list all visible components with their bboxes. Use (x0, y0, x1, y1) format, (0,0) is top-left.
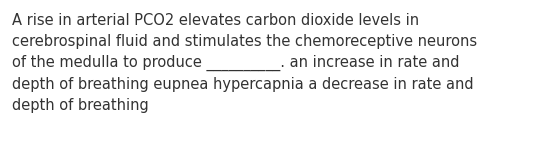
Text: A rise in arterial PCO2 elevates carbon dioxide levels in
cerebrospinal fluid an: A rise in arterial PCO2 elevates carbon … (12, 13, 477, 113)
